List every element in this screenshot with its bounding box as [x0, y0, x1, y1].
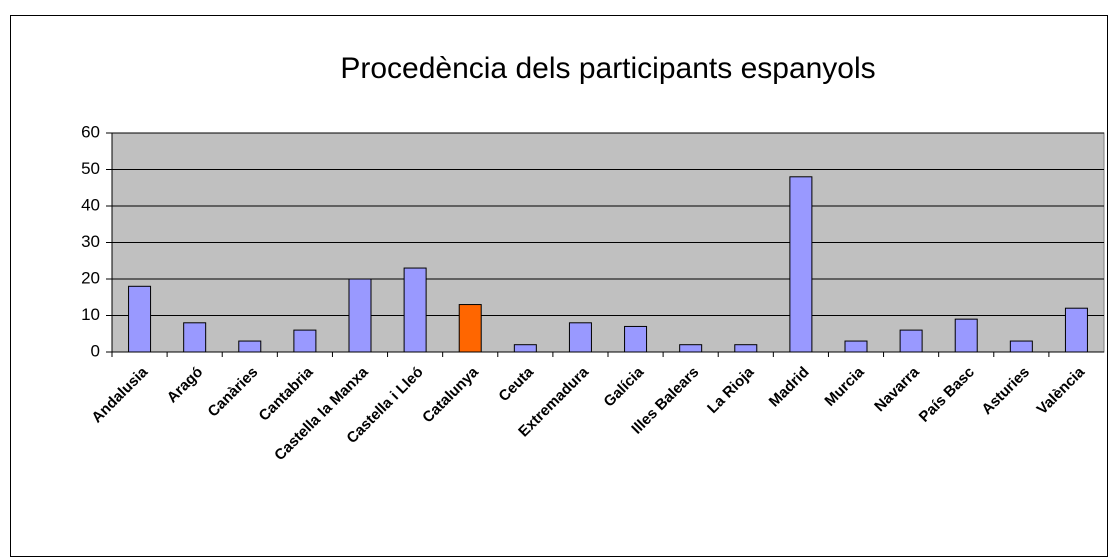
bar: [734, 344, 758, 353]
bar: [403, 267, 427, 353]
y-tick-label: 10: [81, 305, 100, 324]
bar: [789, 176, 813, 353]
bar: [844, 340, 868, 353]
bar: [238, 340, 262, 353]
bar: [1009, 340, 1033, 353]
y-tick-label: 50: [81, 159, 100, 178]
bar: [679, 344, 703, 353]
bar: [348, 278, 372, 353]
bar: [128, 285, 152, 353]
bar: [513, 344, 537, 353]
bar: [183, 322, 207, 353]
y-tick-label: 60: [81, 122, 100, 141]
y-tick-label: 20: [81, 268, 100, 287]
y-tick-label: 30: [81, 232, 100, 251]
chart-title: Procedència dels participants espanyols: [340, 52, 875, 85]
bar: [568, 322, 592, 353]
bar: [1064, 307, 1088, 353]
bar: [899, 329, 923, 353]
bar: [954, 318, 978, 353]
y-tick-label: 0: [91, 341, 100, 360]
bar: [293, 329, 317, 353]
bar: [624, 325, 648, 353]
bar: [458, 304, 482, 353]
y-tick-label: 40: [81, 195, 100, 214]
